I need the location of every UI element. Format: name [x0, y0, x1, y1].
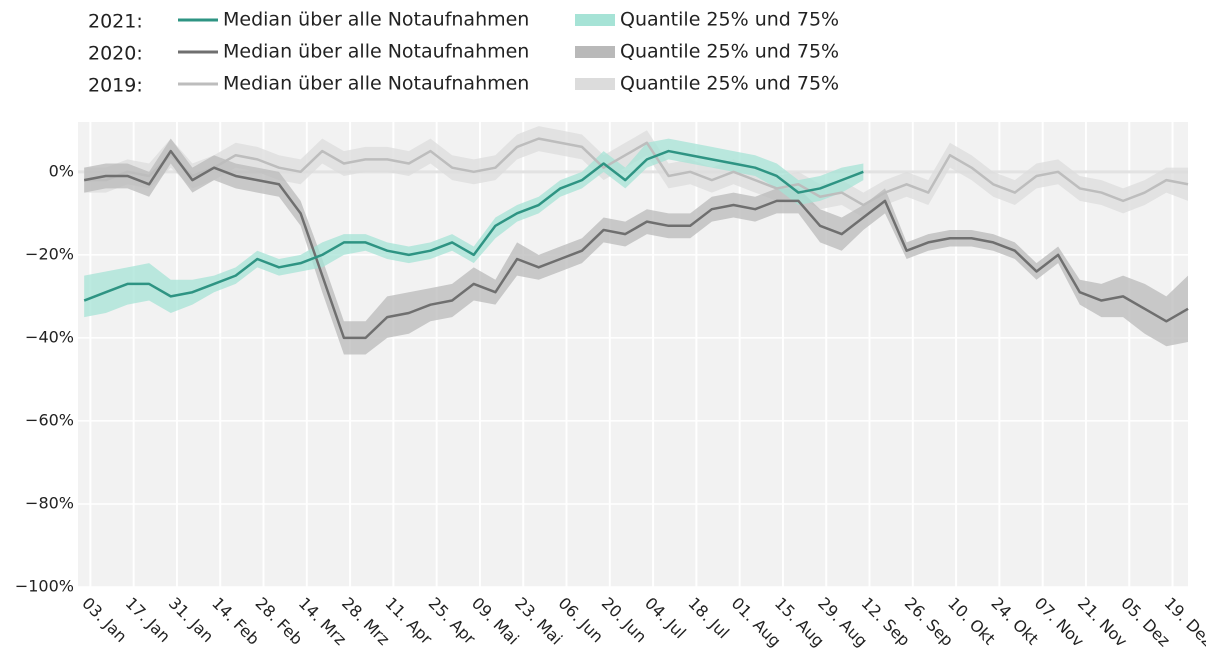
- x-tick-label: 31. Jan: [165, 594, 217, 646]
- quantile-band: [84, 138, 864, 318]
- x-tick-label: 20. Jun: [598, 594, 651, 647]
- y-tick-label: −80%: [25, 493, 74, 512]
- quantile-band: [84, 138, 1189, 355]
- x-tick-label: 23. Mai: [511, 594, 566, 649]
- x-tick-label: 11. Apr: [381, 594, 436, 649]
- y-tick-label: −20%: [25, 244, 74, 263]
- y-tick-label: −60%: [25, 410, 74, 429]
- x-tick-label: 17. Jan: [122, 594, 174, 646]
- legend-year: 2020:: [88, 43, 143, 65]
- legend-label: Quantile 25% und 75%: [620, 41, 839, 63]
- x-tick-label: 28. Feb: [252, 594, 307, 649]
- legend-band: [575, 46, 615, 58]
- legend-band: [575, 78, 615, 90]
- x-tick-label: 18. Jul: [684, 594, 733, 643]
- x-tick-label: 25. Apr: [425, 594, 480, 649]
- legend-label: Median über alle Notaufnahmen: [223, 73, 529, 95]
- median-line: [83, 149, 864, 302]
- x-tick-label: 24. Okt: [987, 594, 1042, 649]
- legend-label: Median über alle Notaufnahmen: [223, 41, 529, 63]
- y-tick-label: −100%: [15, 577, 74, 596]
- x-tick-label: 03. Jan: [78, 594, 130, 646]
- legend-label: Median über alle Notaufnahmen: [223, 9, 529, 31]
- legend-label: Quantile 25% und 75%: [620, 9, 839, 31]
- x-tick-label: 09. Mai: [468, 594, 523, 649]
- x-tick-label: 14. Feb: [208, 594, 263, 649]
- quantile-band: [84, 126, 1189, 218]
- legend-label: Quantile 25% und 75%: [620, 73, 839, 95]
- legend-band: [575, 14, 615, 26]
- y-tick-label: 0%: [49, 161, 74, 180]
- legend-year: 2021:: [88, 11, 143, 33]
- legend-year: 2019:: [88, 75, 143, 97]
- y-tick-label: −40%: [25, 327, 74, 346]
- median-line: [83, 149, 1189, 340]
- median-line: [84, 137, 1189, 207]
